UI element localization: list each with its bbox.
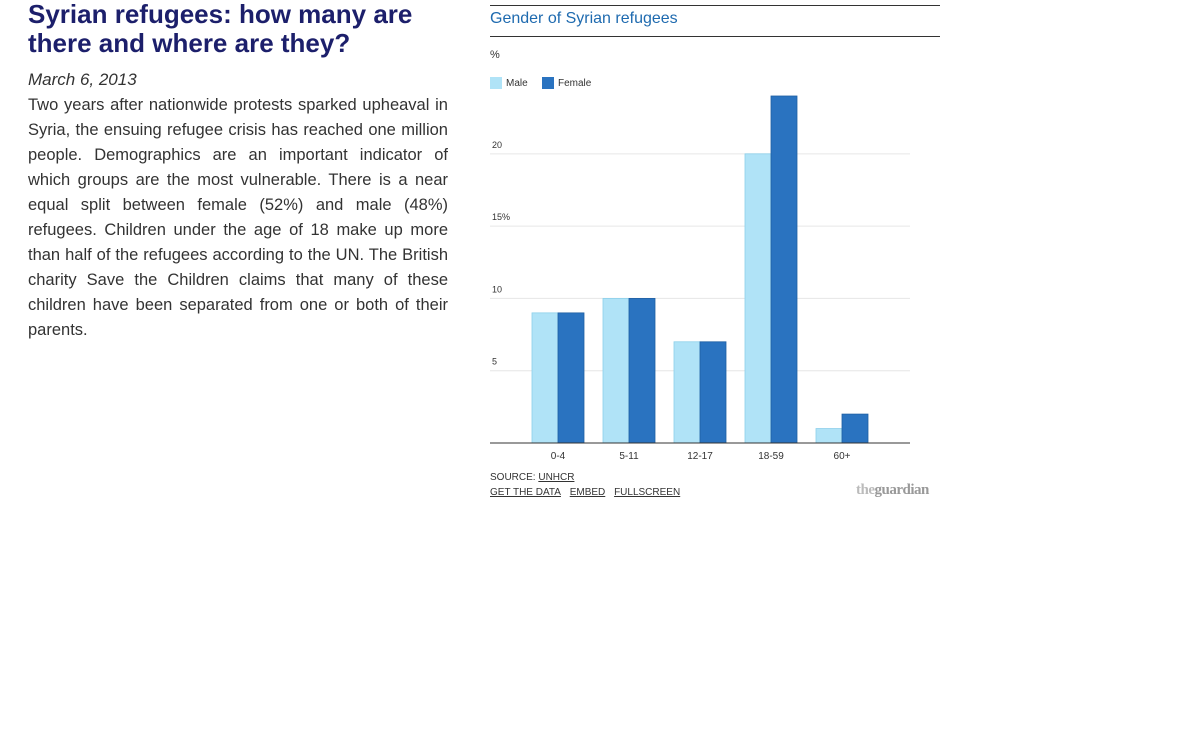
bar-female-0-4[interactable] xyxy=(557,312,585,444)
bar-male-18-59[interactable] xyxy=(744,153,772,444)
logo-the: the xyxy=(856,482,875,498)
legend-label-male: Male xyxy=(506,77,528,89)
bar-male-60+[interactable] xyxy=(815,428,843,444)
y-tick-label: 10 xyxy=(492,284,502,294)
legend-swatch-male xyxy=(490,77,502,89)
footer-links: GET THE DATA EMBED FULLSCREEN xyxy=(490,487,686,498)
legend-item-male: Male xyxy=(490,77,528,89)
y-tick-label: 15% xyxy=(492,212,510,222)
article-body: Two years after nationwide protests spar… xyxy=(28,96,448,339)
guardian-logo[interactable]: theguardian xyxy=(856,482,929,499)
bar-chart: 5 10 15% 20 0-4 5-11 12-17 18-59 60+ xyxy=(490,95,910,462)
x-tick-label: 18-59 xyxy=(758,451,784,462)
title-rule xyxy=(490,36,940,37)
x-tick-label: 12-17 xyxy=(687,451,713,462)
source-link[interactable]: UNHCR xyxy=(538,472,575,483)
bar-female-60+[interactable] xyxy=(841,413,869,444)
headline: Syrian refugees: how many are there and … xyxy=(28,0,413,58)
legend-label-female: Female xyxy=(558,77,592,89)
y-axis-unit: % xyxy=(490,49,500,61)
x-tick-label: 60+ xyxy=(834,451,851,462)
bar-female-5-11[interactable] xyxy=(628,298,656,444)
x-tick-label: 0-4 xyxy=(551,451,566,462)
logo-guardian: guardian xyxy=(874,482,930,498)
source-line: SOURCE: UNHCR xyxy=(490,472,580,483)
article-date: March 6, 2013 xyxy=(28,70,137,89)
bar-male-0-4[interactable] xyxy=(531,312,559,444)
bar-female-18-59[interactable] xyxy=(770,95,798,444)
y-tick-label: 20 xyxy=(492,140,502,150)
bar-female-12-17[interactable] xyxy=(699,341,727,444)
get-data-link[interactable]: GET THE DATA xyxy=(490,487,561,498)
chart-panel: Gender of Syrian refugees % Male Female … xyxy=(490,0,950,520)
embed-link[interactable]: EMBED xyxy=(569,487,606,498)
legend-swatch-female xyxy=(542,77,554,89)
legend-item-female: Female xyxy=(542,77,591,89)
source-prefix: SOURCE: xyxy=(490,472,539,483)
top-rule xyxy=(490,5,940,6)
article: Syrian refugees: how many are there and … xyxy=(28,0,448,343)
x-tick-label: 5-11 xyxy=(619,451,639,462)
bar-male-5-11[interactable] xyxy=(602,298,630,444)
fullscreen-link[interactable]: FULLSCREEN xyxy=(614,487,681,498)
bar-male-12-17[interactable] xyxy=(673,341,701,444)
y-tick-label: 5 xyxy=(492,357,497,367)
chart-title: Gender of Syrian refugees xyxy=(490,10,678,27)
